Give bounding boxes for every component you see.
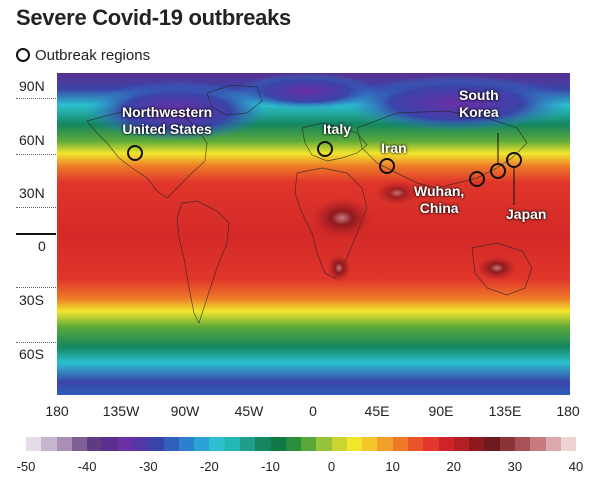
scale-swatch bbox=[87, 437, 103, 451]
scale-tick-label: 0 bbox=[327, 459, 336, 474]
lat-label-0: 0 bbox=[38, 238, 46, 254]
scale-swatch bbox=[270, 437, 286, 451]
scale-swatch bbox=[132, 437, 149, 451]
lat-label-30s: 30S bbox=[19, 292, 44, 308]
scale-swatch bbox=[453, 437, 470, 451]
scale-tick-label: -10 bbox=[261, 459, 280, 474]
scale-swatch bbox=[255, 437, 271, 451]
scale-swatch bbox=[224, 437, 240, 451]
scale-swatch bbox=[26, 437, 42, 451]
scale-swatch bbox=[163, 437, 179, 451]
scale-swatch bbox=[194, 437, 210, 451]
lat-gridline bbox=[16, 342, 56, 343]
region-label-northwestern-us: Northwestern United States bbox=[122, 104, 213, 137]
scale-swatch bbox=[560, 437, 577, 451]
region-label-iran: Iran bbox=[381, 140, 407, 156]
scale-swatch bbox=[408, 437, 424, 451]
region-label-wuhan: Wuhan, China bbox=[414, 183, 465, 216]
temperature-map bbox=[57, 73, 570, 395]
scale-tick-label: -20 bbox=[199, 459, 219, 474]
scale-swatch bbox=[41, 437, 57, 451]
scale-swatch bbox=[499, 437, 515, 451]
scale-swatch bbox=[423, 437, 439, 451]
outbreak-circle-italy bbox=[317, 141, 333, 157]
scale-swatch bbox=[362, 437, 378, 451]
legend: Outbreak regions bbox=[16, 44, 150, 66]
lon-label-180e: 180 bbox=[556, 403, 580, 419]
scale-tick-label: -40 bbox=[77, 459, 97, 474]
lat-gridline bbox=[16, 98, 56, 99]
region-label-south-korea: South Korea bbox=[459, 87, 499, 120]
page-title: Severe Covid-19 outbreaks bbox=[16, 5, 291, 30]
scale-swatch bbox=[484, 437, 500, 451]
scale-swatch bbox=[285, 437, 302, 451]
lon-label-180w: 180 bbox=[45, 403, 69, 419]
scale-tick-label: 30 bbox=[507, 459, 523, 474]
equator-line bbox=[16, 233, 56, 235]
scale-swatch bbox=[239, 437, 256, 451]
lon-label-45w: 45W bbox=[234, 403, 264, 419]
scale-swatch bbox=[148, 437, 164, 451]
scale-swatch bbox=[469, 437, 485, 451]
scale-swatch bbox=[377, 437, 393, 451]
scale-swatch bbox=[56, 437, 72, 451]
scale-tick-label: 10 bbox=[385, 459, 400, 474]
scale-swatch bbox=[102, 437, 118, 451]
outbreak-circle-wuhan bbox=[469, 171, 485, 187]
scale-tick-label: -50 bbox=[16, 459, 36, 474]
lat-gridline bbox=[16, 154, 56, 155]
temperature-map-svg bbox=[57, 73, 570, 395]
scale-swatch bbox=[530, 437, 546, 451]
outbreak-circle-iran bbox=[379, 158, 395, 174]
scale-swatch bbox=[178, 437, 195, 451]
lat-label-90n: 90N bbox=[19, 78, 45, 94]
scale-swatch bbox=[346, 437, 363, 451]
region-label-italy: Italy bbox=[323, 121, 352, 137]
lat-gridline bbox=[16, 287, 56, 288]
legend-label: Outbreak regions bbox=[35, 46, 151, 64]
scale-swatch bbox=[515, 437, 531, 451]
scale-tick-label: 20 bbox=[446, 459, 461, 474]
scale-swatch bbox=[209, 437, 225, 451]
lon-label-45e: 45E bbox=[364, 403, 390, 419]
region-label-japan: Japan bbox=[506, 206, 547, 222]
scale-tick-label: -30 bbox=[138, 459, 158, 474]
lat-gridline bbox=[16, 207, 56, 208]
temperature-color-scale bbox=[26, 437, 577, 451]
scale-tick-label: 40 bbox=[568, 459, 584, 474]
scale-swatch bbox=[392, 437, 409, 451]
scale-swatch bbox=[438, 437, 454, 451]
lon-label-135w: 135W bbox=[102, 403, 140, 419]
lon-label-90w: 90W bbox=[170, 403, 200, 419]
scale-swatch bbox=[331, 437, 347, 451]
outbreak-circle-northwestern-us bbox=[127, 145, 143, 161]
lat-label-60n: 60N bbox=[19, 132, 45, 148]
scale-swatch bbox=[117, 437, 133, 451]
lon-label-0: 0 bbox=[309, 403, 317, 419]
scale-swatch bbox=[71, 437, 88, 451]
scale-swatch bbox=[301, 437, 317, 451]
lon-label-135e: 135E bbox=[488, 403, 522, 419]
scale-swatch bbox=[316, 437, 332, 451]
outbreak-circle-icon bbox=[16, 48, 30, 62]
scale-swatch bbox=[545, 437, 561, 451]
lat-label-60s: 60S bbox=[19, 346, 44, 362]
lat-label-30n: 30N bbox=[19, 185, 45, 201]
lon-label-90e: 90E bbox=[428, 403, 454, 419]
